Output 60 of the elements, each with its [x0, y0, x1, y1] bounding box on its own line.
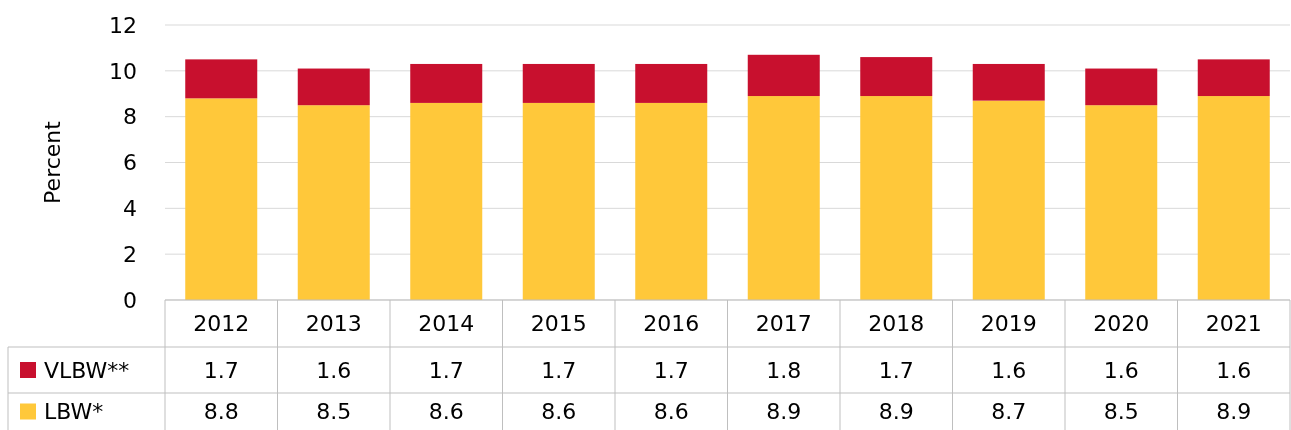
bar — [1085, 68, 1158, 106]
bar — [185, 98, 258, 300]
bar — [635, 102, 708, 300]
bar — [410, 63, 483, 103]
bar — [522, 63, 595, 103]
legend-label: VLBW** — [44, 357, 130, 383]
data-label: 8.6 — [653, 399, 689, 425]
data-label: 1.8 — [766, 357, 802, 383]
bar — [297, 68, 370, 106]
bar — [1197, 59, 1270, 97]
x-tick-label: 2013 — [305, 311, 362, 337]
data-label: 1.7 — [428, 357, 464, 383]
y-tick-label: 0 — [123, 287, 137, 313]
bar — [860, 96, 933, 300]
x-tick-label: 2014 — [418, 311, 475, 337]
x-tick-label: 2012 — [193, 311, 250, 337]
y-axis-title: Percent — [40, 120, 65, 204]
bar — [635, 63, 708, 103]
bar — [410, 102, 483, 300]
data-label: 1.6 — [316, 357, 352, 383]
legend-label: LBW* — [44, 399, 104, 425]
bar — [297, 105, 370, 300]
data-label: 8.8 — [203, 399, 239, 425]
x-tick-label: 2016 — [643, 311, 700, 337]
x-tick-label: 2015 — [530, 311, 587, 337]
x-tick-label: 2017 — [755, 311, 812, 337]
y-tick-label: 12 — [109, 12, 137, 38]
bar — [747, 96, 820, 300]
data-label: 8.9 — [766, 399, 802, 425]
y-tick-label: 6 — [123, 150, 137, 176]
data-label: 1.7 — [203, 357, 239, 383]
data-label: 1.6 — [1216, 357, 1252, 383]
x-tick-label: 2020 — [1093, 311, 1150, 337]
data-label: 8.7 — [991, 399, 1027, 425]
data-label: 1.6 — [1103, 357, 1139, 383]
data-label: 8.9 — [878, 399, 914, 425]
data-label: 8.6 — [541, 399, 577, 425]
bar — [522, 102, 595, 300]
bar — [747, 54, 820, 97]
bar — [972, 100, 1045, 300]
y-tick-label: 4 — [123, 196, 137, 222]
bar — [1085, 105, 1158, 300]
x-tick-label: 2018 — [868, 311, 925, 337]
data-label: 8.5 — [316, 399, 352, 425]
bar — [860, 57, 933, 97]
data-label: 1.7 — [878, 357, 914, 383]
data-label: 8.5 — [1103, 399, 1139, 425]
bar — [185, 59, 258, 99]
data-label: 1.7 — [653, 357, 689, 383]
data-label: 8.9 — [1216, 399, 1252, 425]
y-tick-label: 8 — [123, 104, 137, 130]
y-tick-label: 10 — [109, 58, 137, 84]
data-label: 1.7 — [541, 357, 577, 383]
y-tick-label: 2 — [123, 241, 137, 267]
x-tick-label: 2021 — [1205, 311, 1262, 337]
data-label: 1.6 — [991, 357, 1027, 383]
bar — [972, 63, 1045, 101]
x-tick-label: 2019 — [980, 311, 1037, 337]
bar — [1197, 96, 1270, 300]
data-label: 8.6 — [428, 399, 464, 425]
